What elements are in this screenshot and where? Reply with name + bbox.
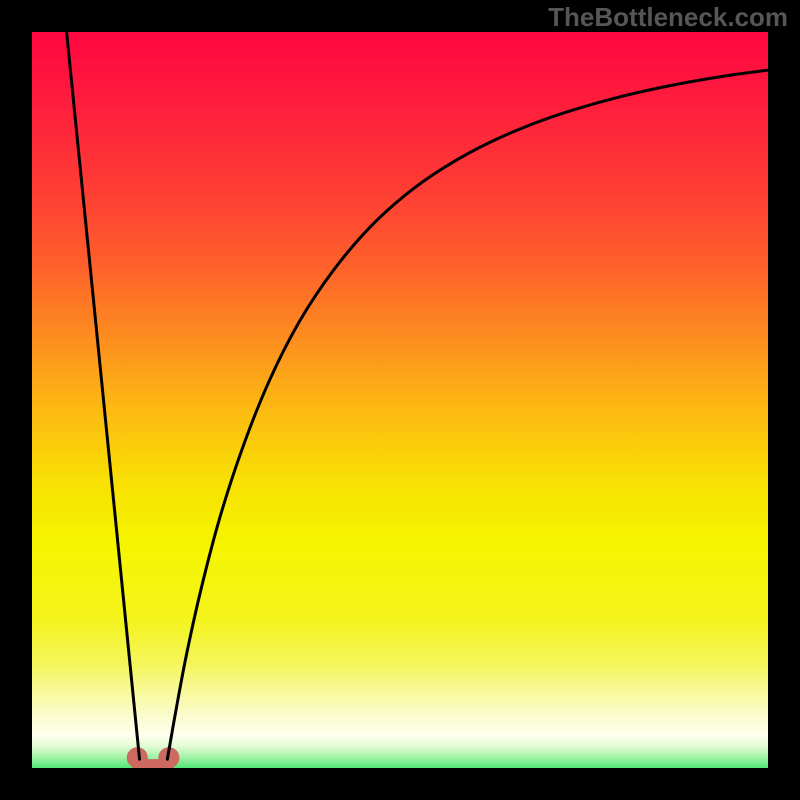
watermark-text: TheBottleneck.com (548, 2, 788, 33)
frame-border (0, 0, 800, 800)
chart-container: TheBottleneck.com (0, 0, 800, 800)
frame-rect (16, 16, 784, 784)
